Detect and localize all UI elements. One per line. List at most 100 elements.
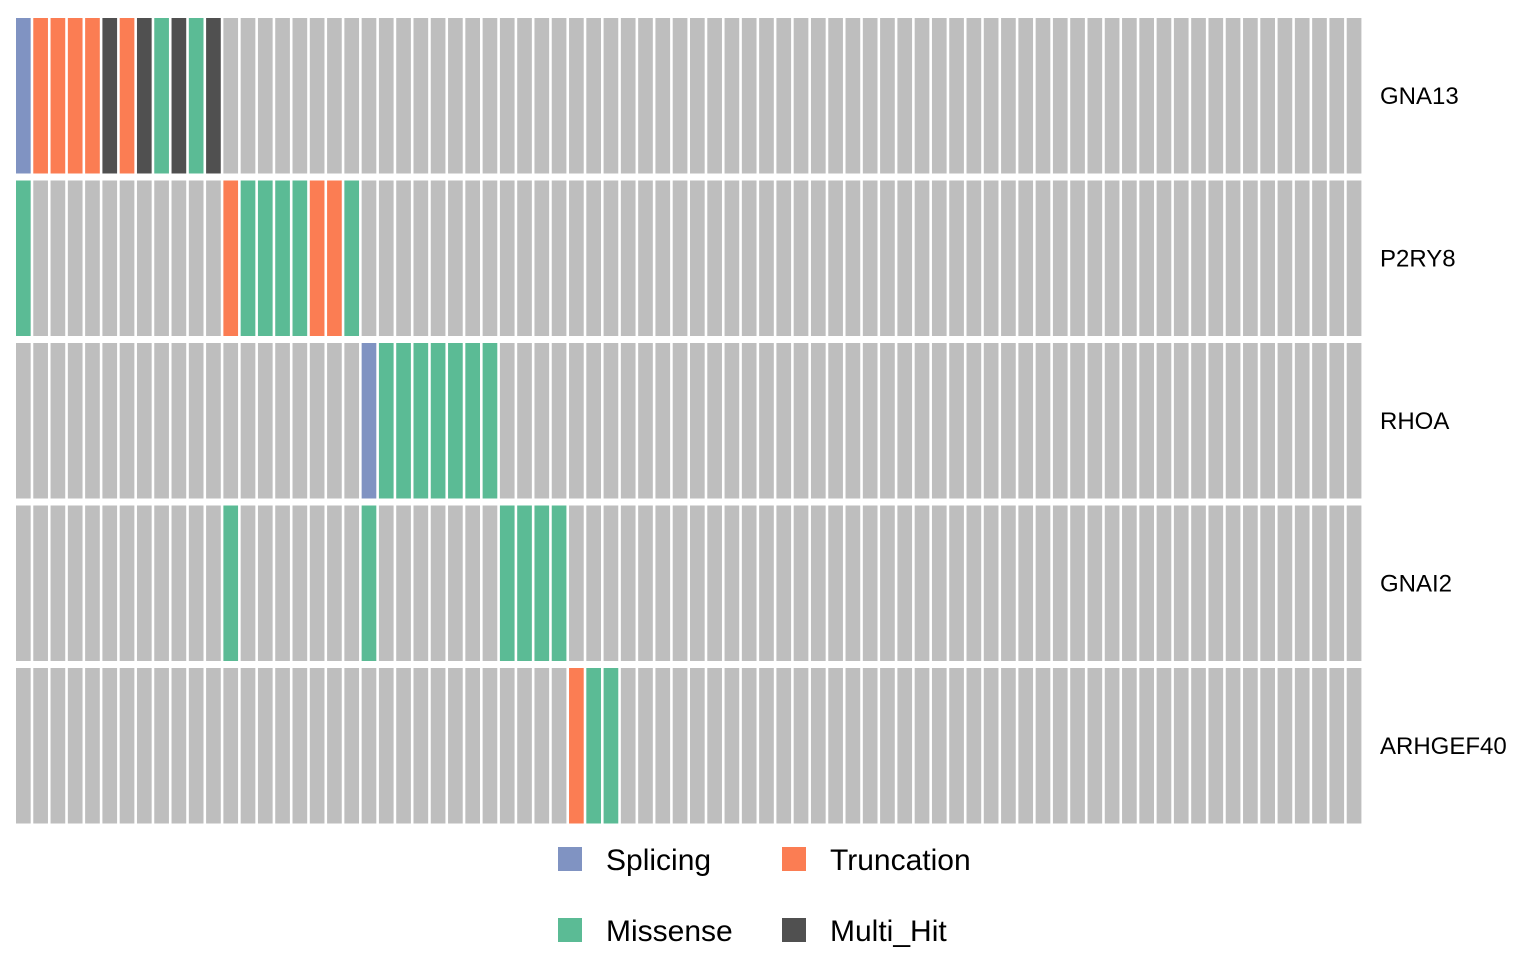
cell-empty: [793, 18, 809, 174]
cell-empty: [1329, 180, 1345, 336]
cell-empty: [1260, 180, 1275, 336]
cell-empty: [914, 505, 930, 661]
cell-empty: [1173, 668, 1189, 824]
cell-empty: [1156, 343, 1172, 499]
cell-empty: [119, 668, 135, 824]
cell-empty: [810, 180, 826, 336]
cell-empty: [880, 668, 895, 824]
cell-GNAI2-28-missense: [499, 505, 515, 661]
cell-empty: [672, 343, 688, 499]
cell-empty: [1312, 18, 1327, 174]
cell-empty: [378, 180, 394, 336]
cell-empty: [707, 505, 722, 661]
cell-GNA13-6-truncation: [119, 18, 135, 174]
cell-P2RY8-16-missense: [292, 180, 308, 336]
cell-empty: [586, 18, 601, 174]
cell-empty: [1329, 505, 1345, 661]
cell-empty: [448, 505, 463, 661]
cell-empty: [897, 180, 913, 336]
cell-empty: [1070, 505, 1085, 661]
cell-empty: [897, 668, 913, 824]
cell-empty: [430, 18, 446, 174]
cell-empty: [102, 668, 118, 824]
cell-P2RY8-19-missense: [344, 180, 360, 336]
cell-empty: [188, 668, 204, 824]
cell-empty: [154, 180, 169, 336]
cell-empty: [1122, 668, 1137, 824]
cell-empty: [1277, 18, 1293, 174]
cell-empty: [741, 668, 757, 824]
cell-empty: [67, 180, 83, 336]
cell-empty: [862, 343, 878, 499]
legend-swatch-splicing: [558, 847, 582, 871]
cell-empty: [690, 668, 705, 824]
cell-empty: [1070, 180, 1085, 336]
cell-empty: [983, 505, 999, 661]
cell-P2RY8-0-missense: [16, 180, 31, 336]
cell-empty: [223, 18, 239, 174]
cell-empty: [85, 180, 100, 336]
cell-empty: [741, 18, 757, 174]
cell-empty: [1208, 668, 1224, 824]
cell-empty: [1191, 180, 1206, 336]
cell-RHOA-20-splicing: [361, 343, 377, 499]
cell-RHOA-24-missense: [430, 343, 446, 499]
cell-empty: [378, 505, 394, 661]
cell-empty: [949, 180, 964, 336]
cell-empty: [344, 18, 360, 174]
cell-empty: [16, 343, 31, 499]
cell-empty: [1208, 18, 1224, 174]
cell-empty: [707, 343, 722, 499]
cell-empty: [1139, 668, 1155, 824]
cell-empty: [206, 505, 221, 661]
cell-empty: [257, 505, 273, 661]
cell-empty: [1329, 343, 1345, 499]
cell-GNAI2-31-missense: [551, 505, 567, 661]
cell-P2RY8-18-truncation: [327, 180, 342, 336]
cell-empty: [154, 505, 169, 661]
cell-empty: [586, 505, 601, 661]
cell-empty: [1156, 18, 1172, 174]
cell-empty: [1070, 18, 1085, 174]
cell-empty: [759, 343, 774, 499]
cell-empty: [880, 18, 895, 174]
cell-empty: [1243, 343, 1258, 499]
cell-empty: [171, 180, 187, 336]
cell-empty: [1346, 343, 1362, 499]
cell-empty: [482, 668, 498, 824]
cell-empty: [1122, 343, 1137, 499]
cell-empty: [1208, 505, 1224, 661]
cell-empty: [1001, 343, 1016, 499]
cell-empty: [690, 343, 705, 499]
cell-empty: [672, 668, 688, 824]
cell-empty: [949, 343, 964, 499]
cell-empty: [67, 343, 83, 499]
cell-empty: [1191, 505, 1206, 661]
cell-empty: [1277, 343, 1293, 499]
cell-empty: [1122, 18, 1137, 174]
cell-empty: [776, 180, 792, 336]
cell-empty: [828, 343, 843, 499]
cell-empty: [1087, 505, 1103, 661]
cell-empty: [413, 668, 429, 824]
cell-empty: [862, 505, 878, 661]
cell-empty: [50, 343, 66, 499]
cell-empty: [396, 18, 411, 174]
cell-empty: [361, 668, 377, 824]
cell-empty: [655, 180, 671, 336]
cell-P2RY8-14-missense: [257, 180, 273, 336]
cell-empty: [724, 505, 740, 661]
cell-empty: [638, 505, 653, 661]
cell-empty: [1243, 180, 1258, 336]
legend-swatch-truncation: [782, 847, 806, 871]
cell-empty: [1243, 18, 1258, 174]
cell-GNAI2-20-missense: [361, 505, 377, 661]
legend-label-multi_hit: Multi_Hit: [830, 915, 947, 948]
cell-empty: [275, 343, 290, 499]
cell-empty: [1312, 180, 1327, 336]
gene-label-RHOA: RHOA: [1380, 408, 1449, 435]
cell-empty: [586, 343, 601, 499]
cell-empty: [810, 505, 826, 661]
cell-empty: [983, 668, 999, 824]
cell-empty: [1173, 18, 1189, 174]
